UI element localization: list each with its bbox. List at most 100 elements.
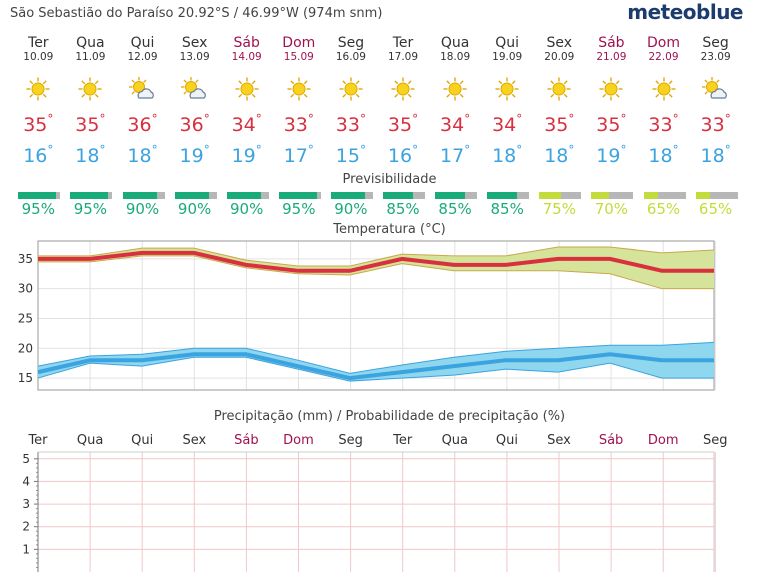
sun-cloud-icon [169,76,221,102]
meteoblue-logo[interactable]: meteoblue [627,0,743,24]
precip-day-label: Ter [27,433,48,448]
predictability-rest [657,192,686,199]
predictability-fill [226,192,261,199]
y-tick-label: 15 [18,371,33,385]
day-name: Sex [181,35,208,51]
sun-icon [481,76,533,102]
degree-symbol: ° [568,112,575,126]
degree-symbol: ° [359,143,366,157]
predictability-bar [70,192,113,199]
min-temp: 18° [64,143,116,167]
min-temp-value: 18 [648,145,673,167]
min-temp: 18° [690,143,742,167]
max-temp: 35° [533,112,585,136]
predictability-percent: 65% [698,200,733,218]
max-temp: 34° [221,112,273,136]
predictability-fill [278,192,317,199]
day-date: 23.09 [700,51,731,63]
max-temp-value: 35 [544,114,569,136]
min-temp: 19° [221,143,273,167]
min-temp: 16° [12,143,64,167]
min-temp-line [37,352,714,381]
predictability-bar [695,192,738,199]
max-temp: 33° [638,112,690,136]
predictability-fill [487,192,518,199]
degree-symbol: ° [151,143,158,157]
max-temp-value: 35 [75,114,100,136]
max-temp-value: 36 [127,114,152,136]
precip-y-tick-label: 3 [22,497,30,511]
predictability-bar [18,192,61,199]
predictability-bar [330,192,373,199]
min-temp: 18° [117,143,169,167]
predictability-percent: 65% [646,200,681,218]
predictability-rest [156,192,165,199]
min-temp: 19° [585,143,637,167]
degree-symbol: ° [151,112,158,126]
precip-day-label: Sex [182,433,206,448]
max-temp-value: 34 [492,114,517,136]
day-date: 14.09 [231,51,262,63]
max-temp-value: 33 [648,114,673,136]
precip-y-tick-label: 2 [22,520,30,534]
day-date: 18.09 [440,51,471,63]
precip-day-label: Ter [392,433,413,448]
day-date: 12.09 [127,51,158,63]
predictability-bar [174,192,217,199]
day-name: Dom [282,35,316,51]
predictability-rest [517,192,530,199]
y-tick-label: 20 [18,341,33,355]
min-temp-value: 18 [492,145,517,167]
degree-symbol: ° [99,143,106,157]
min-temp-value: 18 [700,145,725,167]
predictability-percent: 70% [594,200,629,218]
degree-symbol: ° [203,112,210,126]
predictability-rest [260,192,269,199]
degree-symbol: ° [47,112,54,126]
day-name: Seg [702,35,729,51]
max-temp: 35° [12,112,64,136]
predictability-bar [487,192,530,199]
degree-symbol: ° [464,143,471,157]
degree-symbol: ° [724,112,731,126]
max-temp-line [38,250,714,273]
predictability-rest [316,192,321,199]
min-temp-value: 19 [179,145,204,167]
precip-day-label: Dom [648,433,679,448]
min-temp-value: 19 [596,145,621,167]
day-date: 19.09 [492,51,523,63]
predictability-percent: 90% [177,200,212,218]
min-band-upper [37,341,715,374]
day-name: Qui [495,35,520,51]
max-temp-value: 33 [335,114,360,136]
min-temp-value: 15 [335,145,360,167]
degree-symbol: ° [568,143,575,157]
predictability-bar [122,192,165,199]
predictability-bar [539,192,582,199]
max-temp: 33° [273,112,325,136]
precip-day-label: Qui [496,433,518,448]
max-temp: 35° [64,112,116,136]
predictability-fill [539,192,562,199]
max-temp-value: 33 [700,114,725,136]
day-date: 20.09 [544,51,575,63]
predictability-rest [609,192,634,199]
degree-symbol: ° [620,112,627,126]
precip-day-label: Qua [77,433,103,448]
predictability-bar [226,192,269,199]
precip-day-label: Qui [131,433,153,448]
sun-icon [12,76,64,102]
predictability-percent: 95% [73,200,108,218]
predictability-percent: 85% [386,200,420,218]
predictability-bar [643,192,686,199]
predictability-rest [364,192,373,199]
predictability-bar [591,192,634,199]
sun-icon [273,76,325,102]
degree-symbol: ° [672,112,679,126]
degree-symbol: ° [255,112,262,126]
degree-symbol: ° [516,112,523,126]
day-name: Sex [546,35,573,51]
day-name: Ter [28,35,49,51]
sun-cloud-icon [690,76,742,102]
day-date: 15.09 [283,51,314,63]
